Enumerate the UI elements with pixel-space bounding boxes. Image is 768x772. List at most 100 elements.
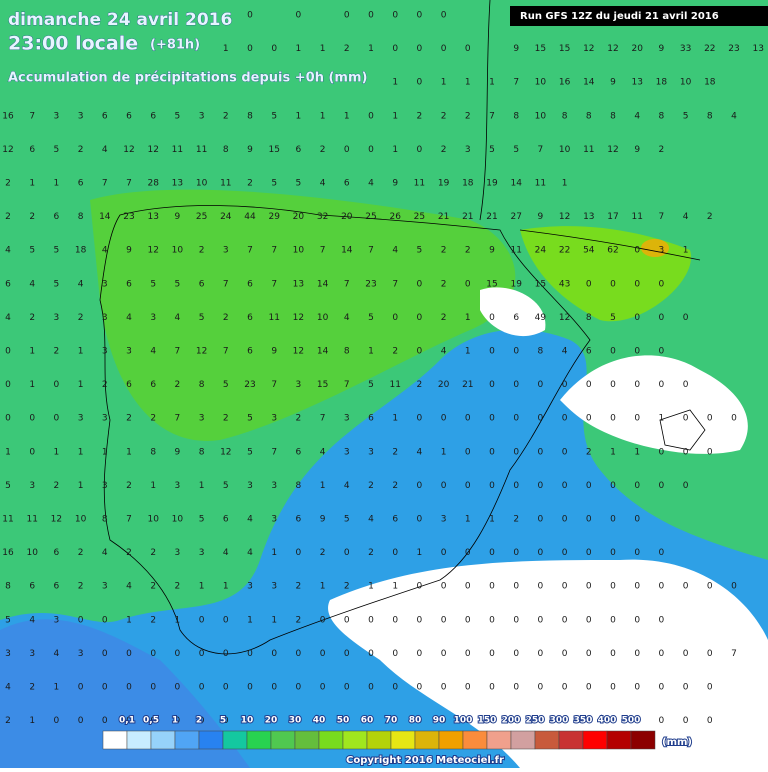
grid-value: 0 — [296, 548, 302, 558]
grid-value: 11 — [631, 212, 642, 222]
grid-value: 10 — [26, 548, 38, 558]
grid-value: 5 — [54, 145, 60, 155]
grid-value: 12 — [220, 447, 231, 457]
grid-value: 2 — [223, 313, 229, 323]
grid-value: 3 — [102, 279, 108, 289]
grid-value: 0 — [344, 548, 350, 558]
grid-value: 0 — [610, 548, 616, 558]
grid-value: 0 — [271, 649, 277, 659]
grid-value: 5 — [54, 246, 60, 256]
grid-value: 9 — [489, 246, 495, 256]
grid-value: 0 — [441, 11, 447, 21]
grid-value: 0 — [441, 716, 447, 726]
grid-value: 2 — [392, 347, 398, 357]
grid-value: 2 — [5, 212, 11, 222]
grid-value: 0 — [659, 582, 665, 592]
grid-value: 6 — [126, 279, 132, 289]
grid-value: 3 — [271, 515, 277, 525]
grid-value: 0 — [513, 481, 519, 491]
grid-value: 0 — [320, 615, 326, 625]
grid-value: 0 — [150, 716, 156, 726]
grid-value: 29 — [268, 212, 280, 222]
grid-value: 3 — [659, 246, 665, 256]
grid-value: 3 — [223, 246, 229, 256]
grid-value: 0 — [465, 716, 471, 726]
grid-value: 0 — [707, 683, 713, 693]
grid-value: 0 — [5, 347, 11, 357]
grid-value: 0 — [610, 615, 616, 625]
grid-value: 0 — [465, 615, 471, 625]
grid-value: 4 — [320, 179, 326, 189]
grid-value: 1 — [78, 447, 84, 457]
grid-value: 0 — [417, 11, 423, 21]
grid-value: 0 — [659, 447, 665, 457]
grid-value: 25 — [365, 212, 376, 222]
grid-value: 8 — [707, 111, 713, 121]
grid-value: 4 — [247, 515, 253, 525]
grid-value: 0 — [489, 582, 495, 592]
grid-value: 4 — [417, 447, 423, 457]
grid-value: 0 — [538, 683, 544, 693]
grid-value: 3 — [150, 313, 156, 323]
grid-value: 49 — [535, 313, 547, 323]
grid-value: 10 — [75, 515, 87, 525]
legend-label: 90 — [433, 716, 446, 726]
grid-value: 18 — [704, 78, 716, 88]
grid-value: 0 — [54, 414, 60, 424]
grid-value: 0 — [344, 615, 350, 625]
grid-value: 0 — [489, 447, 495, 457]
grid-value: 1 — [29, 179, 35, 189]
grid-value: 0 — [538, 582, 544, 592]
grid-value: 0 — [562, 447, 568, 457]
grid-value: 0 — [126, 716, 132, 726]
grid-value: 2 — [126, 548, 132, 558]
grid-value: 1 — [368, 347, 374, 357]
legend-swatch — [486, 730, 512, 750]
grid-value: 2 — [513, 515, 519, 525]
grid-value: 1 — [54, 179, 60, 189]
grid-value: 0 — [538, 380, 544, 390]
legend-label: 70 — [385, 716, 398, 726]
grid-value: 21 — [462, 380, 473, 390]
legend-label: 300 — [550, 716, 569, 726]
grid-value: 12 — [607, 145, 618, 155]
grid-value: 5 — [247, 414, 253, 424]
grid-value: 2 — [586, 447, 592, 457]
run-label: Run GFS 12Z du jeudi 21 avril 2016 — [520, 11, 719, 22]
grid-value: 2 — [29, 313, 35, 323]
grid-value: 3 — [344, 414, 350, 424]
grid-value: 0 — [223, 615, 229, 625]
grid-value: 0 — [392, 44, 398, 54]
grid-value: 2 — [223, 111, 229, 121]
grid-value: 3 — [465, 145, 471, 155]
grid-value: 0 — [659, 481, 665, 491]
grid-value: 18 — [75, 246, 87, 256]
legend-swatch — [246, 730, 272, 750]
grid-value: 3 — [78, 111, 84, 121]
grid-value: 1 — [417, 548, 423, 558]
grid-value: 8 — [247, 111, 253, 121]
grid-value: 0 — [610, 347, 616, 357]
grid-value: 0 — [683, 683, 689, 693]
grid-value: 8 — [199, 447, 205, 457]
grid-value: 3 — [102, 313, 108, 323]
grid-value: 0 — [441, 414, 447, 424]
grid-value: 7 — [392, 279, 398, 289]
legend-swatch — [126, 730, 152, 750]
grid-value: 1 — [659, 414, 665, 424]
grid-value: 1 — [441, 447, 447, 457]
grid-value: 28 — [147, 179, 159, 189]
grid-value: 0 — [417, 582, 423, 592]
grid-value: 5 — [223, 380, 229, 390]
legend-label: 250 — [526, 716, 545, 726]
grid-value: 0 — [707, 447, 713, 457]
grid-value: 11 — [510, 246, 521, 256]
grid-value: 0 — [538, 515, 544, 525]
legend-swatch — [174, 730, 200, 750]
grid-value: 9 — [634, 145, 640, 155]
grid-value: 3 — [29, 649, 35, 659]
grid-value: 8 — [586, 313, 592, 323]
dry-area — [560, 355, 748, 454]
